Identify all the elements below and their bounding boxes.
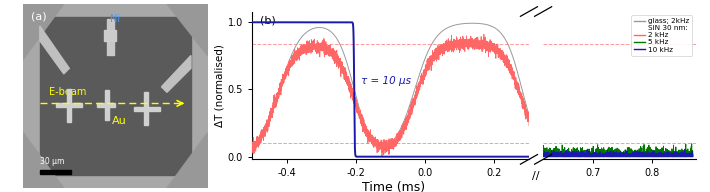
Bar (104, 30, 116, 41)
Polygon shape (161, 55, 191, 92)
Bar (40, 170, 71, 174)
Bar (97, 103, 115, 107)
Bar (56, 103, 82, 107)
Text: Au: Au (111, 116, 126, 126)
Text: Time (ms): Time (ms) (363, 181, 425, 192)
Bar (105, 90, 109, 120)
Legend: glass; 2kHz, SiN 30 nm:, 2 kHz, 5 kHz, 10 kHz: glass; 2kHz, SiN 30 nm:, 2 kHz, 5 kHz, 1… (631, 15, 692, 55)
Y-axis label: ΔT (normalised): ΔT (normalised) (215, 44, 225, 127)
Text: (b): (b) (261, 16, 276, 26)
Text: E-beam: E-beam (49, 87, 87, 97)
Polygon shape (23, 133, 64, 188)
Polygon shape (40, 26, 70, 74)
Text: τ = 10 μs: τ = 10 μs (361, 76, 411, 86)
Polygon shape (167, 133, 207, 188)
Text: Ni: Ni (110, 14, 121, 24)
Text: //: // (532, 171, 540, 181)
Polygon shape (167, 4, 207, 55)
Bar (144, 92, 148, 126)
Bar (133, 107, 160, 111)
Polygon shape (23, 4, 64, 59)
Bar (67, 89, 70, 122)
Bar (107, 19, 114, 55)
Text: 30 μm: 30 μm (40, 157, 64, 166)
Text: (a): (a) (31, 11, 46, 21)
Bar (40, 17, 191, 175)
